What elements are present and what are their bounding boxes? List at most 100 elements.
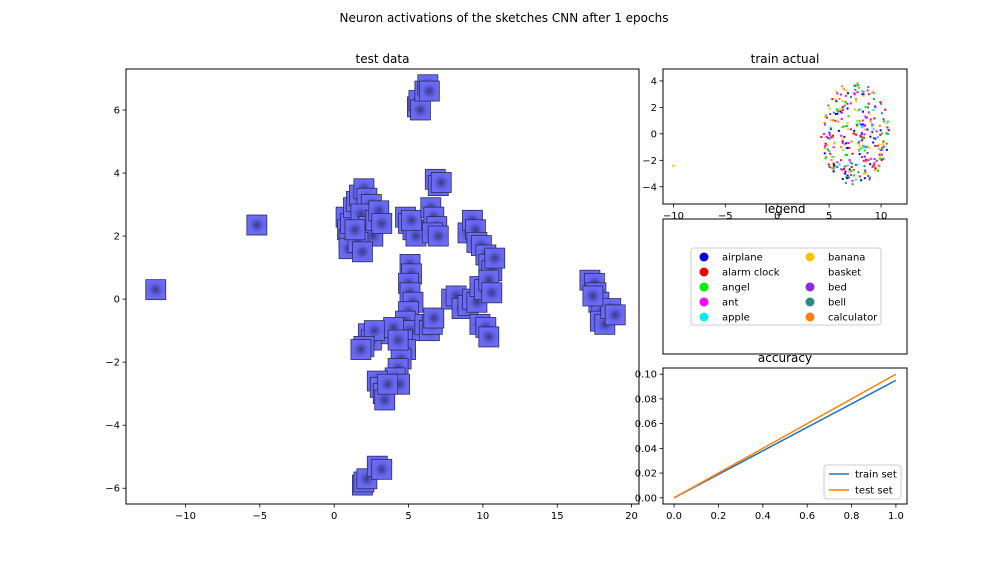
figure-title: Neuron activations of the sketches CNN a… — [340, 11, 669, 25]
train-actual-point — [861, 123, 864, 126]
train-actual-point — [833, 155, 836, 158]
train-actual-point — [859, 134, 862, 137]
train-actual-point — [861, 90, 864, 93]
legend-entries: airplane alarm clock angel ant apple banana ba… — [699, 252, 878, 324]
train-actual-point — [840, 146, 843, 149]
train-actual-point — [842, 125, 845, 128]
train-actual-point — [856, 91, 859, 94]
legend-marker — [805, 282, 815, 292]
train-actual-point — [820, 136, 823, 139]
train-actual-point — [841, 140, 844, 143]
train-actual-point — [839, 93, 842, 96]
train-actual-point — [860, 156, 863, 159]
train-actual-point — [868, 112, 871, 115]
train-actual-point — [828, 165, 831, 168]
train-actual-point — [876, 169, 879, 172]
legend-panel-frame — [662, 218, 908, 355]
train-actual-point — [864, 169, 867, 172]
train-actual-point — [841, 177, 844, 180]
test-data-point — [387, 329, 409, 351]
train-actual-point — [885, 122, 888, 125]
train-actual-xtick-label: −10 — [663, 211, 684, 222]
legend-marker — [699, 282, 709, 292]
train-actual-point — [841, 85, 844, 88]
train-actual-point — [869, 135, 872, 138]
train-actual-point — [866, 89, 869, 92]
train-actual-point — [859, 175, 862, 178]
train-actual-point — [832, 170, 835, 173]
train-actual-point — [861, 119, 864, 122]
train-actual-point — [850, 140, 853, 143]
train-actual-point — [871, 165, 874, 168]
train-actual-point — [823, 121, 826, 124]
legend-panel-title: legend — [765, 202, 806, 216]
train-actual-point — [851, 179, 854, 182]
train-actual-point — [867, 93, 870, 96]
accuracy-legend: train set test set — [823, 464, 902, 500]
train-actual-point — [872, 141, 875, 144]
accuracy-xtick-label: 0.6 — [799, 511, 815, 522]
legend-entry: bed — [805, 282, 847, 294]
train-actual-point — [860, 123, 863, 126]
train-actual-point — [863, 124, 866, 127]
train-actual-point — [847, 115, 850, 118]
train-actual-point — [846, 177, 849, 180]
train-actual-point — [831, 98, 834, 101]
train-actual-point — [847, 128, 850, 131]
train-actual-point — [857, 148, 860, 151]
train-actual-point — [886, 132, 889, 135]
train-actual-point — [842, 137, 845, 140]
train-actual-point — [880, 132, 883, 135]
train-actual-point — [882, 140, 885, 143]
train-actual-point — [849, 96, 852, 99]
train-actual-point — [831, 134, 834, 137]
train-actual-point — [867, 102, 870, 105]
test-data-xtick-label: 20 — [625, 511, 638, 522]
test-data-point — [145, 279, 167, 301]
train-actual-point — [855, 122, 858, 125]
train-actual-point — [843, 143, 846, 146]
train-actual-point — [854, 178, 857, 181]
train-actual-point — [858, 149, 861, 152]
train-actual-point — [845, 89, 848, 92]
train-actual-point — [841, 100, 844, 103]
test-data-point — [481, 282, 503, 304]
train-actual-point — [835, 112, 838, 115]
train-actual-point — [874, 106, 877, 109]
train-actual-point — [863, 165, 866, 168]
train-actual-point — [849, 102, 852, 105]
accuracy-ytick-label: 0.04 — [635, 444, 657, 455]
test-data-point — [371, 458, 393, 480]
train-actual-point — [853, 174, 856, 177]
train-actual-point — [853, 108, 856, 111]
train-actual-point — [874, 137, 877, 140]
train-actual-point — [878, 143, 881, 146]
train-actual-point — [870, 124, 873, 127]
train-actual-point — [858, 123, 861, 126]
test-data-point — [401, 209, 422, 231]
train-actual-point — [881, 147, 884, 150]
train-actual-point — [872, 109, 875, 112]
train-actual-point — [840, 134, 843, 137]
train-actual-point — [872, 128, 875, 131]
train-actual-point — [848, 168, 851, 171]
train-actual-point — [843, 104, 846, 107]
train-actual-point — [855, 163, 858, 166]
legend-label: alarm clock — [722, 268, 780, 279]
train-actual-point — [860, 135, 863, 138]
accuracy-xtick-label: 0.0 — [666, 511, 682, 522]
train-actual-point — [850, 128, 853, 131]
train-actual-point — [847, 176, 850, 179]
train-actual-point — [844, 182, 847, 185]
train-actual-point — [835, 100, 838, 103]
train-actual-point — [862, 90, 865, 93]
test-data-point — [371, 213, 393, 234]
train-actual-point — [876, 144, 879, 147]
test-data-point — [350, 339, 372, 360]
train-actual-point — [853, 92, 856, 95]
train-actual-point — [831, 119, 834, 122]
legend-entry: ant — [699, 297, 738, 309]
train-actual-point — [834, 98, 837, 101]
legend-entry: angel — [699, 282, 750, 294]
